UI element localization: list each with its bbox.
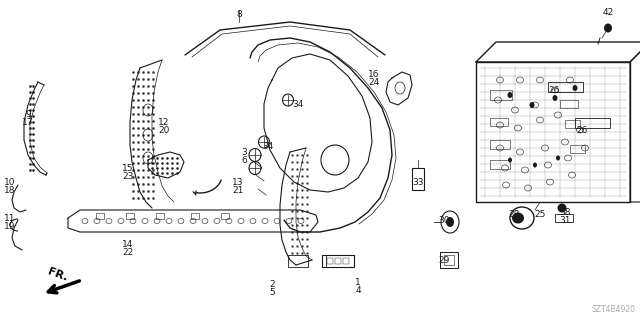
- Text: 19: 19: [4, 222, 16, 231]
- Bar: [570, 145, 585, 153]
- Text: 34: 34: [262, 142, 274, 151]
- Text: 1: 1: [355, 278, 361, 287]
- Ellipse shape: [508, 92, 513, 98]
- Ellipse shape: [512, 212, 524, 224]
- Text: 31: 31: [559, 216, 571, 225]
- Ellipse shape: [533, 162, 537, 167]
- Bar: [555, 214, 573, 222]
- Text: FR.: FR.: [47, 267, 69, 283]
- Text: 2: 2: [269, 280, 275, 289]
- Ellipse shape: [604, 24, 612, 33]
- Text: 3: 3: [241, 148, 247, 157]
- Ellipse shape: [552, 95, 557, 101]
- Bar: [565, 120, 580, 128]
- Text: 10: 10: [4, 178, 16, 187]
- Bar: [96, 213, 104, 219]
- Text: 38: 38: [559, 208, 571, 217]
- Ellipse shape: [508, 158, 512, 162]
- Ellipse shape: [573, 85, 577, 91]
- Bar: [444, 255, 454, 265]
- Text: 17: 17: [22, 118, 34, 127]
- Text: 13: 13: [232, 178, 244, 187]
- Bar: [560, 100, 578, 108]
- Text: 26: 26: [548, 86, 560, 95]
- Text: 24: 24: [369, 78, 380, 87]
- Ellipse shape: [556, 155, 560, 160]
- Text: 29: 29: [438, 256, 450, 265]
- Text: 33: 33: [412, 178, 424, 187]
- Text: 6: 6: [241, 156, 247, 165]
- Bar: [412, 168, 424, 190]
- Bar: [335, 258, 341, 264]
- Text: 4: 4: [355, 286, 361, 295]
- Text: SZT4B4920: SZT4B4920: [591, 305, 635, 314]
- Bar: [126, 213, 134, 219]
- Text: 26: 26: [576, 126, 588, 135]
- Text: 28: 28: [508, 210, 520, 219]
- Text: 34: 34: [292, 100, 304, 109]
- Ellipse shape: [446, 217, 454, 227]
- Text: 5: 5: [269, 288, 275, 297]
- Bar: [191, 213, 199, 219]
- Bar: [288, 255, 308, 267]
- Bar: [156, 213, 164, 219]
- Text: 11: 11: [4, 214, 16, 223]
- Bar: [327, 258, 333, 264]
- Text: 23: 23: [122, 172, 134, 181]
- Text: 8: 8: [236, 10, 242, 19]
- Text: 42: 42: [602, 8, 614, 17]
- Text: 30: 30: [438, 216, 450, 225]
- Bar: [490, 118, 508, 126]
- Text: 9: 9: [25, 110, 31, 119]
- Bar: [343, 258, 349, 264]
- Text: 12: 12: [158, 118, 170, 127]
- Ellipse shape: [529, 102, 534, 108]
- Bar: [326, 255, 354, 267]
- Bar: [490, 90, 512, 100]
- Text: 15: 15: [122, 164, 134, 173]
- Bar: [490, 140, 510, 149]
- Text: 25: 25: [534, 210, 546, 219]
- Ellipse shape: [557, 204, 566, 212]
- Bar: [575, 118, 610, 128]
- Text: 20: 20: [158, 126, 170, 135]
- Text: 21: 21: [232, 186, 244, 195]
- Bar: [221, 213, 229, 219]
- Bar: [548, 82, 583, 92]
- Bar: [490, 160, 510, 169]
- Text: 16: 16: [368, 70, 380, 79]
- Text: 14: 14: [122, 240, 134, 249]
- Text: 18: 18: [4, 186, 16, 195]
- Text: 22: 22: [122, 248, 134, 257]
- Bar: [440, 252, 458, 268]
